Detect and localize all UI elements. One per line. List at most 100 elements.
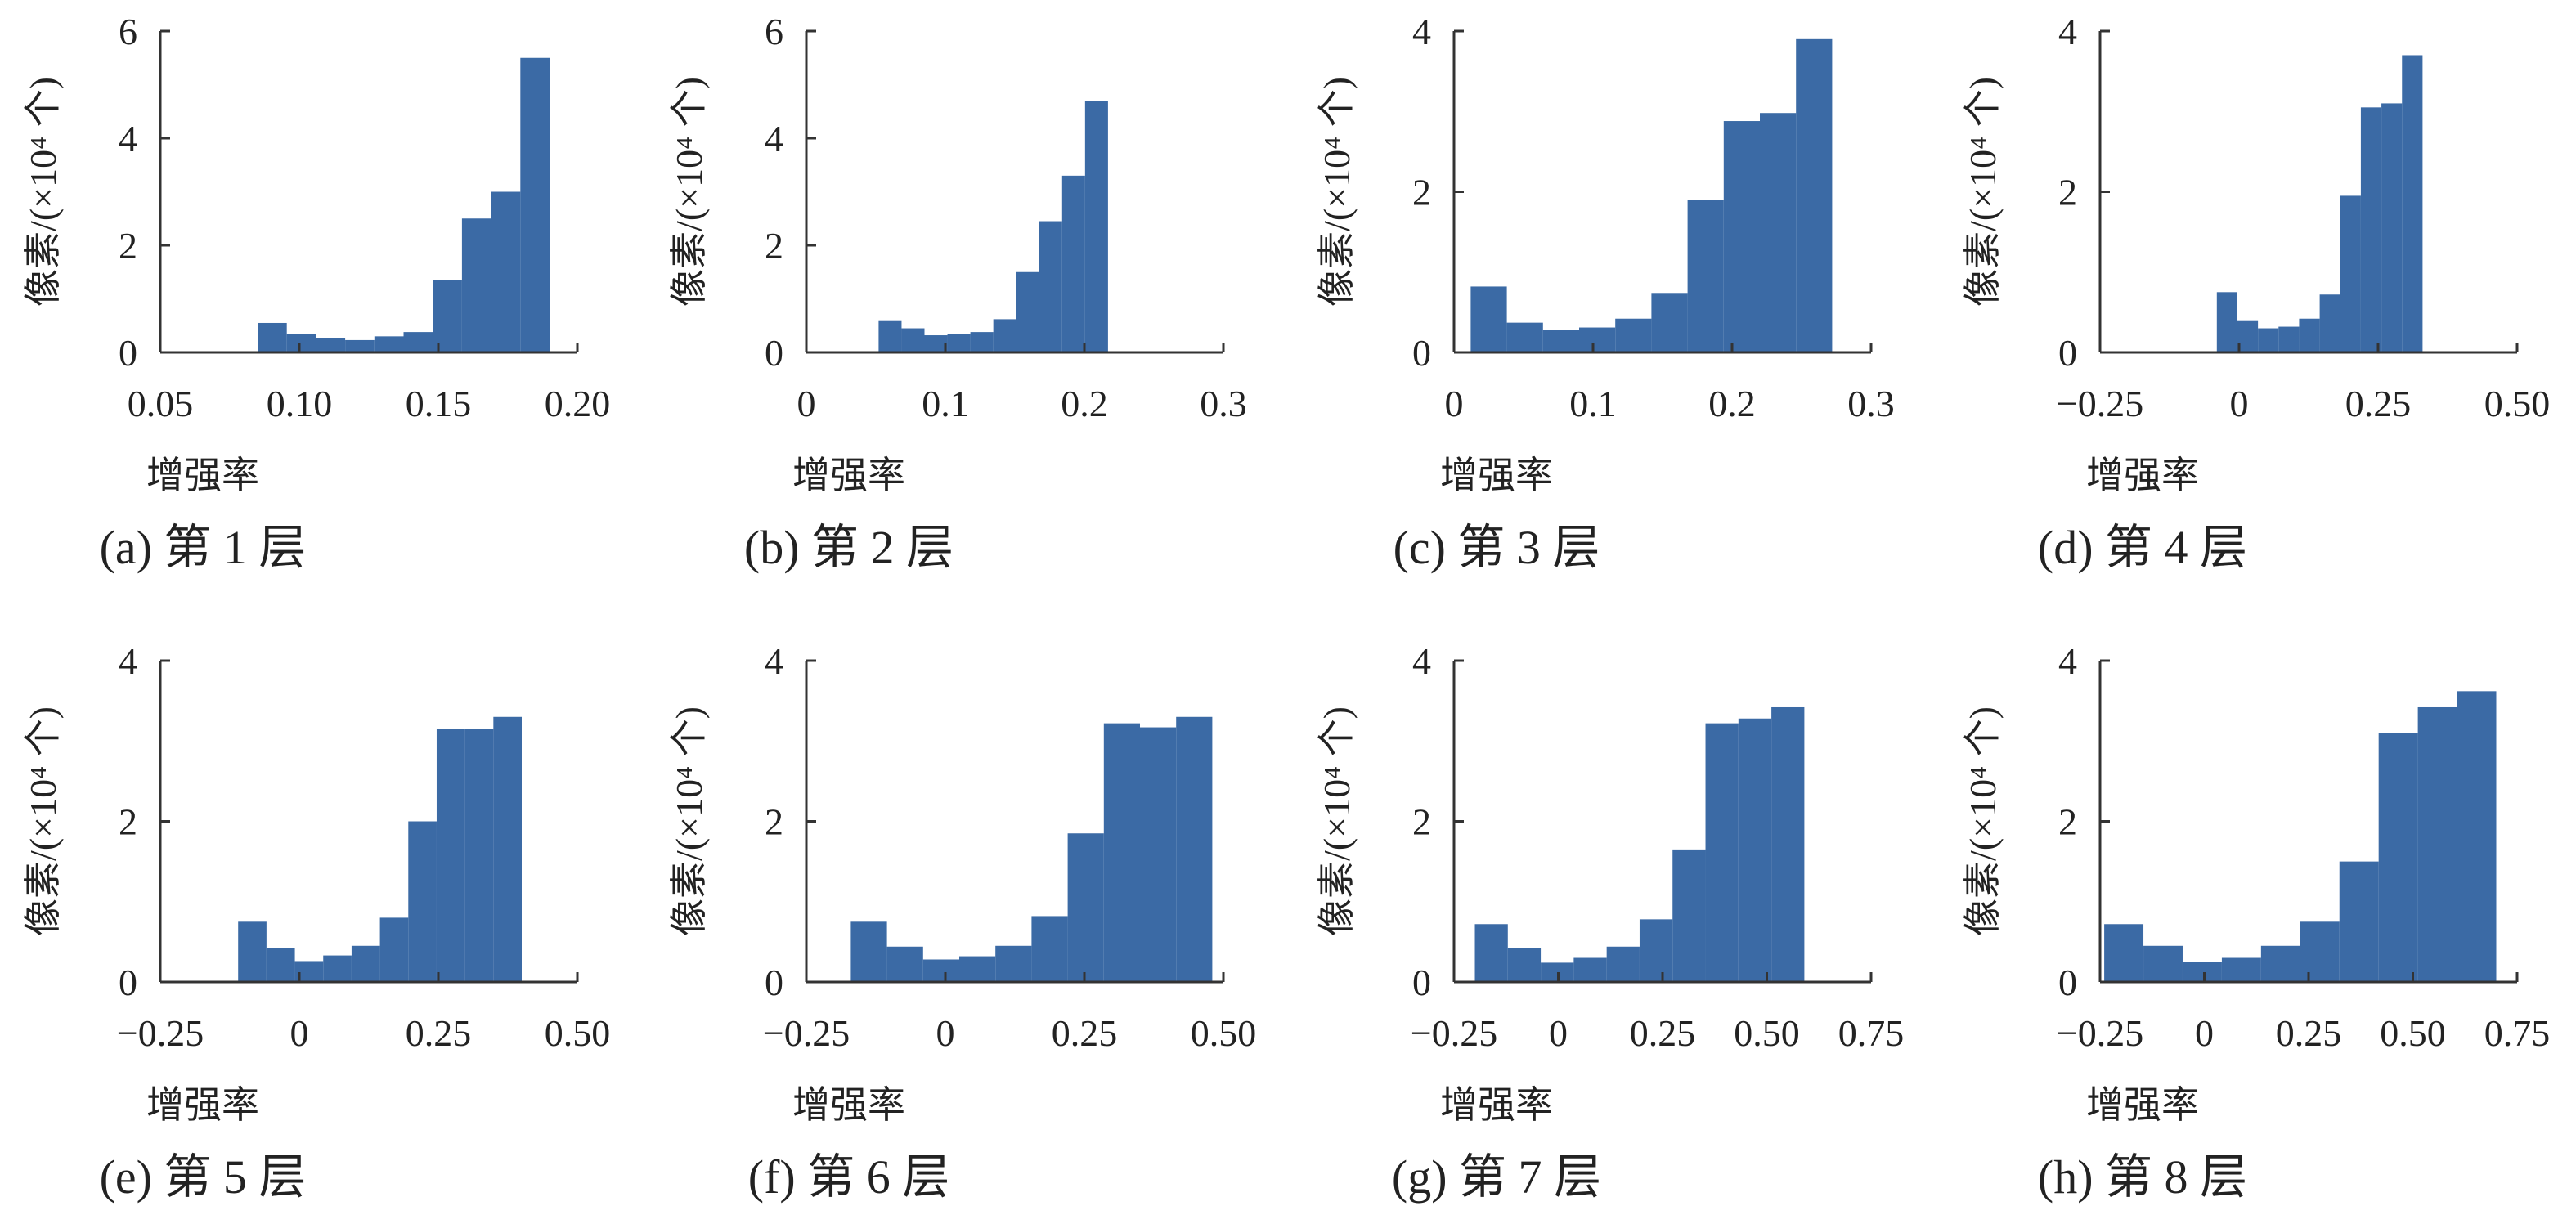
histogram-bar xyxy=(493,716,522,982)
x-axis-label: 增强率 xyxy=(2086,1084,2199,1126)
y-tick-label: 4 xyxy=(1412,11,1431,52)
histogram-bar xyxy=(2381,103,2403,353)
y-tick-label: 2 xyxy=(1412,801,1431,843)
histogram-bar xyxy=(1672,849,1706,982)
y-tick-label: 4 xyxy=(2058,640,2077,682)
panel-caption: (d) 第 4 层 xyxy=(2038,521,2247,574)
histogram-bar xyxy=(1103,723,1140,982)
x-tick-label: 0.3 xyxy=(1200,383,1247,424)
histogram-bar xyxy=(1651,293,1688,352)
histogram-bar xyxy=(379,917,409,982)
histogram-bar xyxy=(2300,921,2340,982)
y-tick-label: 2 xyxy=(765,801,783,843)
x-tick-label: −0.25 xyxy=(1411,1012,1497,1054)
histogram-panel: 0 2 4 −0.25 0 0.25 0.50 像素/(×10⁴ 个) 增强率 (d) 第 4 层 xyxy=(1962,11,2550,574)
y-axis-label: 像素/(×10⁴ 个) xyxy=(1962,706,2004,936)
histogram-bar xyxy=(850,921,887,982)
x-tick-label: 0.20 xyxy=(545,383,611,424)
histogram-bar xyxy=(2216,292,2237,352)
y-tick-label: 6 xyxy=(119,11,137,52)
histogram-bar xyxy=(1140,727,1177,982)
panel-caption: (e) 第 5 层 xyxy=(100,1150,307,1204)
histogram-bar xyxy=(1771,706,1805,982)
histogram-bar xyxy=(258,322,287,352)
y-tick-label: 2 xyxy=(119,225,137,267)
y-tick-label: 0 xyxy=(1412,962,1431,1003)
histogram-bar xyxy=(491,191,521,352)
histogram-bar xyxy=(351,945,380,982)
y-tick-label: 0 xyxy=(1412,332,1431,374)
panel-caption: (a) 第 1 层 xyxy=(100,521,307,574)
y-tick-label: 0 xyxy=(765,332,783,374)
histogram-bar xyxy=(2237,320,2259,352)
histogram-bar xyxy=(1615,318,1652,352)
y-axis-label: 像素/(×10⁴ 个) xyxy=(668,706,710,936)
y-axis-label: 像素/(×10⁴ 个) xyxy=(22,706,64,936)
x-axis-label: 增强率 xyxy=(2086,455,2199,496)
x-tick-label: 0.15 xyxy=(406,383,472,424)
histogram-bar xyxy=(1606,946,1640,982)
histogram-bar xyxy=(2378,733,2418,982)
y-axis-label: 像素/(×10⁴ 个) xyxy=(668,77,710,307)
histogram-bar xyxy=(2319,294,2340,352)
histogram-bar xyxy=(1176,716,1213,982)
histogram-bar xyxy=(1474,924,1508,982)
histogram-panel: 0 2 4 6 0 0.1 0.2 0.3 像素/(×10⁴ 个) 增强率 (b) 第 2 层 xyxy=(668,11,1247,574)
histogram-panel: 0 2 4 −0.25 0 0.25 0.50 像素/(×10⁴ 个) 增强率 (f) 第 6 层 xyxy=(668,640,1256,1204)
y-tick-label: 4 xyxy=(765,118,783,159)
panel-caption: (c) 第 3 层 xyxy=(1393,521,1600,574)
y-tick-label: 4 xyxy=(765,640,783,682)
histogram-bar xyxy=(2417,706,2457,982)
histogram-bar xyxy=(2278,326,2300,352)
x-tick-label: 0.3 xyxy=(1847,383,1895,424)
x-tick-label: 0 xyxy=(1445,383,1464,424)
x-tick-label: −0.25 xyxy=(117,1012,204,1054)
y-axis-label: 像素/(×10⁴ 个) xyxy=(1316,706,1358,936)
x-tick-label: 0 xyxy=(290,1012,309,1054)
histogram-bar xyxy=(1506,322,1543,352)
histogram-bar xyxy=(878,320,902,352)
y-tick-label: 2 xyxy=(1412,172,1431,213)
histogram-bar xyxy=(1061,175,1085,352)
histogram-bar xyxy=(374,336,404,352)
y-tick-label: 0 xyxy=(765,962,783,1003)
x-axis-label: 增强率 xyxy=(1440,455,1553,496)
panel-caption: (b) 第 2 层 xyxy=(744,521,954,574)
histogram-bar xyxy=(1760,113,1797,352)
y-tick-label: 2 xyxy=(2058,801,2077,843)
x-axis-label: 增强率 xyxy=(792,1084,905,1126)
x-tick-label: 0.2 xyxy=(1061,383,1108,424)
x-tick-label: 0.50 xyxy=(2380,1012,2446,1054)
histogram-bar xyxy=(2258,328,2279,352)
histogram-panel: 0 2 4 0 0.1 0.2 0.3 像素/(×10⁴ 个) 增强率 (c) 第 3 层 xyxy=(1316,11,1895,574)
x-tick-label: 0 xyxy=(1549,1012,1568,1054)
histogram-bar xyxy=(345,339,375,352)
x-tick-label: 0.50 xyxy=(1191,1012,1257,1054)
y-tick-label: 4 xyxy=(119,118,137,159)
y-tick-label: 2 xyxy=(2058,172,2077,213)
histogram-bar xyxy=(2402,55,2423,352)
histogram-bar xyxy=(2104,924,2144,982)
y-tick-label: 4 xyxy=(1412,640,1431,682)
y-tick-label: 0 xyxy=(119,962,137,1003)
histogram-bar xyxy=(2340,195,2361,352)
histogram-bar xyxy=(886,946,923,982)
histogram-bar xyxy=(316,338,346,352)
x-tick-label: −0.25 xyxy=(763,1012,850,1054)
histogram-bar xyxy=(408,821,437,982)
x-tick-label: 0.25 xyxy=(1630,1012,1696,1054)
histogram-bar xyxy=(1542,330,1579,352)
histogram-bar xyxy=(970,332,994,352)
histogram-panel: 0 2 4 −0.25 0 0.25 0.50 0.75 像素/(×10⁴ 个) 增强率 (h) 第… xyxy=(1962,640,2550,1204)
histogram-bar xyxy=(2221,957,2261,982)
histogram-bar xyxy=(461,218,491,352)
panel-caption: (f) 第 6 层 xyxy=(748,1150,949,1204)
y-tick-label: 0 xyxy=(119,332,137,374)
histogram-bar xyxy=(2339,861,2379,982)
histogram-bar xyxy=(947,334,971,352)
histogram-bar xyxy=(464,729,494,982)
histogram-bar xyxy=(993,319,1016,352)
histogram-bar xyxy=(922,959,959,982)
x-tick-label: 0.25 xyxy=(406,1012,472,1054)
x-tick-label: 0.1 xyxy=(1569,383,1617,424)
